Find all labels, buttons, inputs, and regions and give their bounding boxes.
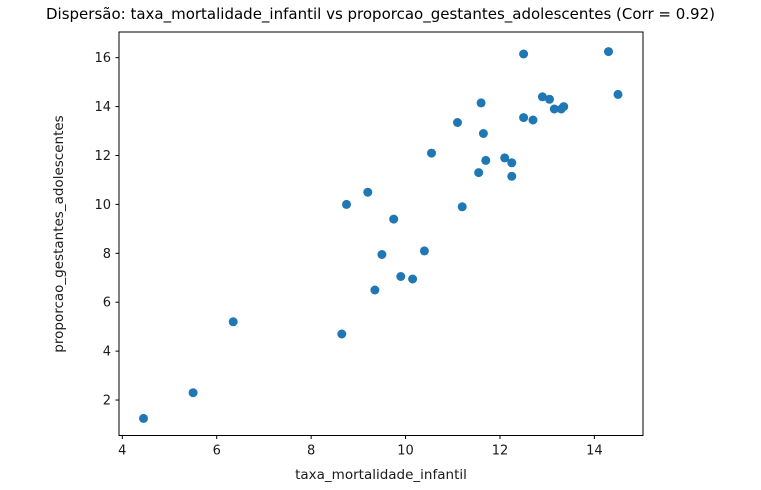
scatter-point — [507, 158, 517, 168]
scatter-point — [519, 113, 529, 123]
scatter-point — [500, 153, 510, 163]
scatter-point — [228, 317, 238, 327]
scatter-point — [519, 49, 529, 59]
scatter-point — [528, 115, 538, 125]
scatter-point — [613, 89, 623, 99]
scatter-point — [478, 129, 488, 138]
scatter-points — [139, 47, 623, 423]
scatter-point — [139, 413, 148, 423]
x-tick-label: 4 — [118, 444, 126, 459]
y-tick-label: 6 — [103, 296, 111, 311]
scatter-point — [377, 250, 387, 259]
plot-border — [118, 31, 644, 436]
scatter-point — [419, 246, 429, 256]
y-tick-label: 8 — [103, 247, 111, 262]
x-tick-label: 8 — [307, 444, 315, 459]
x-tick-label: 14 — [586, 444, 603, 459]
axes-frame — [118, 31, 644, 436]
scatter-point — [396, 272, 406, 281]
y-tick-label: 10 — [94, 198, 111, 213]
scatter-point — [337, 329, 347, 339]
scatter-point — [545, 94, 554, 104]
scatter-point — [476, 98, 486, 108]
scatter-point — [474, 168, 484, 178]
y-tick-label: 4 — [103, 345, 111, 360]
scatter-point — [549, 104, 559, 114]
scatter-point — [507, 171, 517, 181]
scatter-point — [457, 202, 467, 212]
y-tick-label: 12 — [94, 149, 111, 164]
y-tick-label: 14 — [94, 100, 111, 115]
scatter-point — [342, 199, 351, 209]
x-tick-label: 6 — [213, 444, 221, 459]
scatter-point — [537, 92, 547, 102]
x-tick-label: 12 — [492, 444, 509, 459]
scatter-point — [559, 102, 569, 112]
x-axis-label: taxa_mortalidade_infantil — [295, 467, 467, 483]
scatter-point — [408, 274, 418, 284]
scatter-point — [363, 187, 373, 197]
scatter-point — [370, 285, 380, 295]
y-tick-label: 2 — [103, 394, 111, 409]
scatter-point — [481, 155, 491, 165]
scatter-point — [188, 388, 198, 398]
y-axis-label: proporcao_gestantes_adolescentes — [51, 115, 67, 352]
scatter-point — [604, 47, 613, 57]
x-tick-label: 10 — [397, 444, 414, 459]
scatter-point — [453, 118, 462, 127]
scatter-point — [427, 148, 436, 158]
axis-ticks: 4 6 8 10 12 14 2 4 6 8 10 12 14 16 — [94, 51, 602, 458]
chart-title: Dispersão: taxa_mortalidade_infantil vs … — [46, 5, 715, 23]
scatter-point — [389, 214, 399, 224]
y-tick-label: 16 — [94, 51, 111, 66]
